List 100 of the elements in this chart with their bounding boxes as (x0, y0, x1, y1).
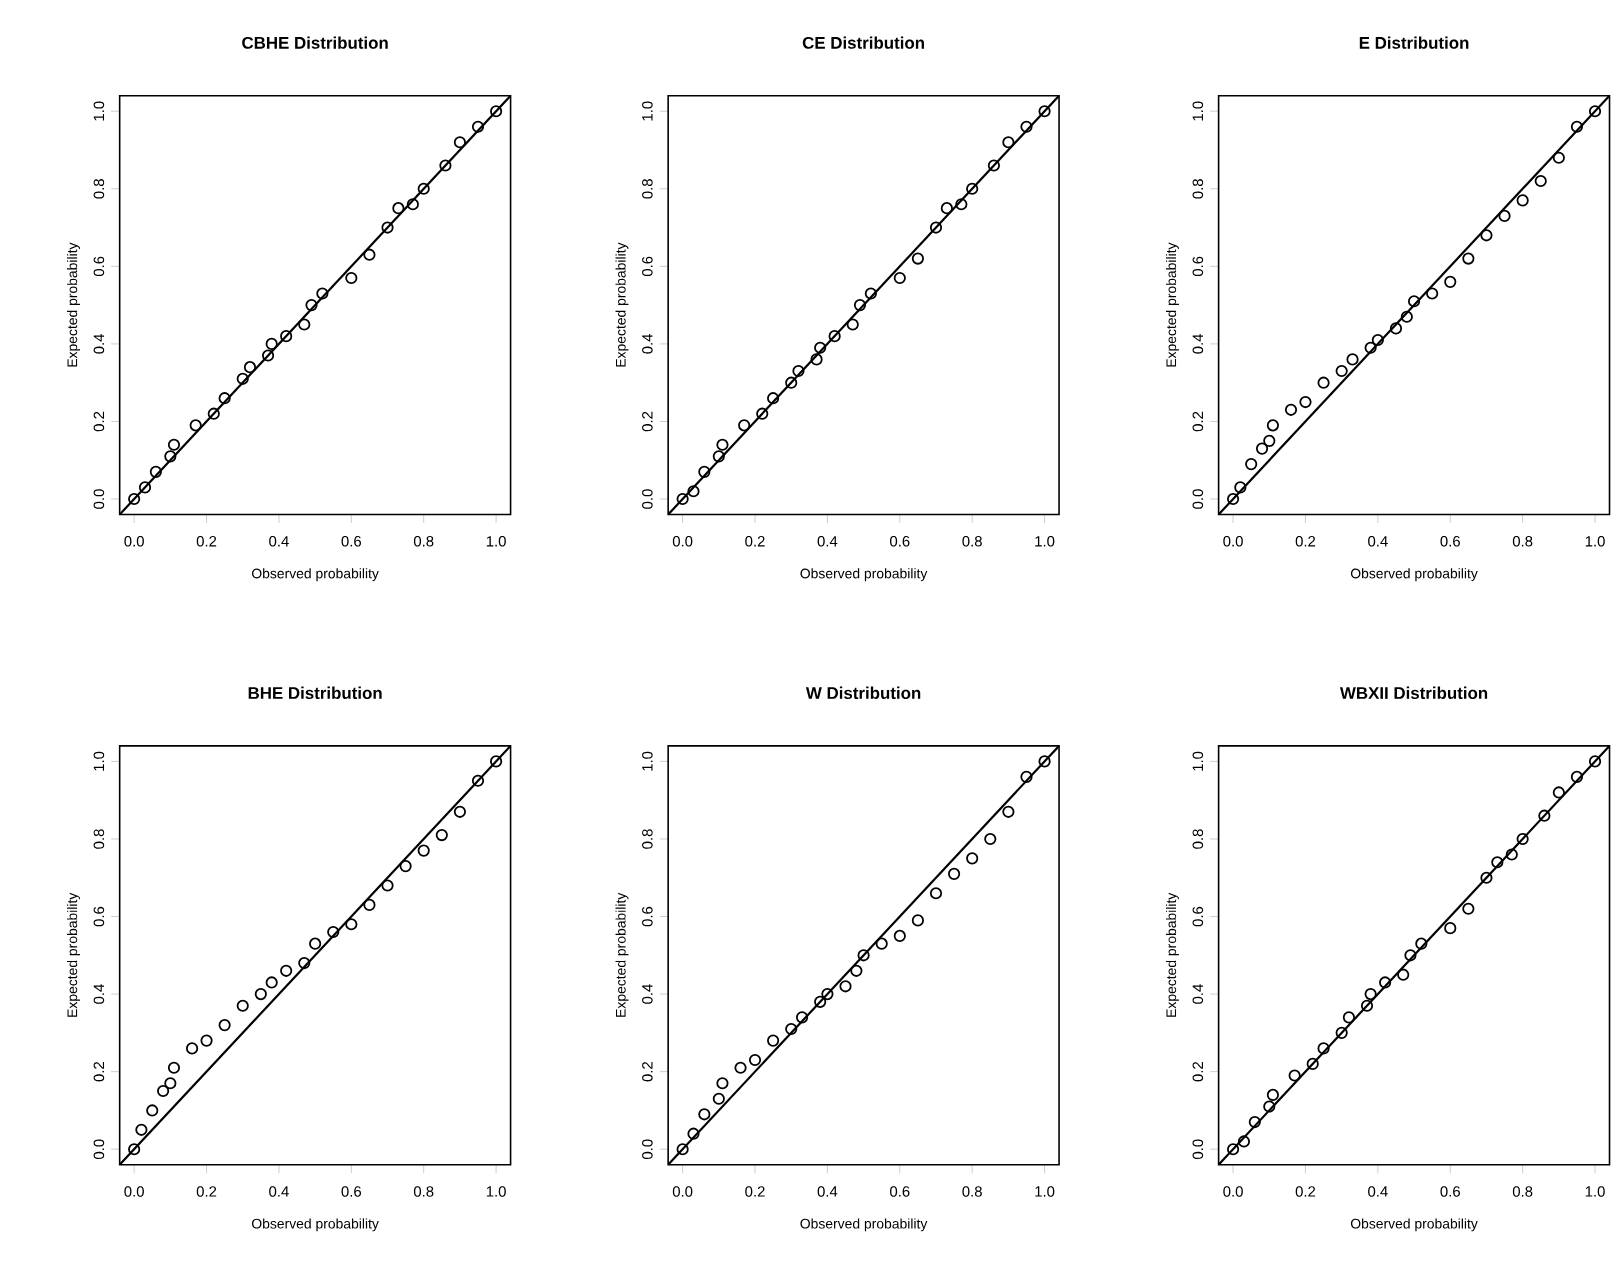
point (966, 852, 979, 865)
point (1306, 1057, 1319, 1070)
point (1038, 755, 1051, 768)
point (381, 221, 394, 234)
point (1462, 902, 1475, 915)
point (767, 1034, 780, 1047)
chart-title: W Distribution (805, 686, 921, 699)
point (738, 419, 751, 432)
point (1335, 1026, 1348, 1039)
point (265, 976, 278, 989)
point (1364, 341, 1377, 354)
point (167, 1061, 181, 1074)
chart-title: E Distribution (1359, 36, 1469, 49)
point (1002, 135, 1015, 149)
point (748, 1053, 762, 1066)
point (128, 1142, 141, 1156)
point (1415, 937, 1428, 950)
point (955, 197, 968, 211)
point (687, 484, 700, 498)
point (893, 929, 906, 942)
point (1389, 322, 1403, 335)
point (814, 341, 827, 354)
point (1407, 294, 1421, 308)
point (987, 159, 1000, 172)
point (676, 492, 689, 505)
point (138, 481, 152, 494)
point (236, 999, 249, 1012)
point (712, 450, 725, 463)
point (1588, 755, 1602, 768)
point (734, 1061, 747, 1074)
point (846, 318, 859, 331)
point (785, 1022, 798, 1035)
point (1346, 353, 1359, 366)
point (453, 135, 466, 149)
point (218, 391, 231, 405)
point (767, 391, 780, 405)
point (309, 937, 322, 950)
point (1227, 492, 1240, 505)
point (490, 104, 503, 118)
point (1248, 1115, 1261, 1128)
point (1491, 855, 1504, 869)
point (1227, 1142, 1240, 1156)
point (280, 329, 293, 343)
point (345, 271, 358, 284)
point (712, 1092, 725, 1105)
point (280, 964, 293, 977)
point (1379, 976, 1392, 989)
point (1516, 194, 1529, 207)
point (984, 832, 997, 845)
point (135, 1123, 148, 1136)
point (399, 859, 412, 872)
point (839, 980, 852, 993)
point (435, 828, 448, 841)
point (1588, 104, 1602, 118)
chart-title: BHE Distribution (248, 686, 382, 699)
point (128, 492, 141, 505)
point (1335, 364, 1348, 377)
point (828, 329, 841, 343)
point (1263, 434, 1276, 447)
point (1020, 120, 1033, 133)
point (243, 360, 257, 374)
point (929, 221, 943, 234)
point (911, 252, 924, 265)
point (189, 419, 202, 432)
point (929, 886, 943, 900)
point (716, 438, 729, 451)
point (417, 182, 430, 195)
point (439, 159, 452, 172)
point (821, 987, 834, 1000)
point (200, 1034, 213, 1047)
point (1505, 848, 1518, 861)
point (940, 201, 953, 215)
point (1462, 252, 1475, 265)
point (164, 450, 177, 463)
point (207, 407, 220, 420)
point (1364, 987, 1377, 1000)
point (1400, 310, 1413, 323)
point (1570, 770, 1584, 783)
point (875, 937, 888, 950)
point (149, 465, 162, 478)
point (857, 948, 870, 962)
point (345, 917, 358, 931)
point (785, 376, 798, 389)
point (1288, 1069, 1301, 1082)
point (146, 1104, 159, 1117)
point (716, 1076, 729, 1090)
point (814, 995, 827, 1008)
point (1444, 275, 1457, 288)
point (327, 925, 340, 938)
chart-title: CE Distribution (802, 36, 924, 49)
point (185, 1042, 199, 1055)
point (1299, 395, 1312, 408)
point (1426, 287, 1439, 300)
point (1038, 104, 1051, 118)
point (687, 1127, 700, 1140)
point (1538, 809, 1551, 822)
point (966, 182, 979, 195)
point (316, 287, 329, 300)
point (392, 201, 405, 215)
point (1234, 481, 1247, 494)
